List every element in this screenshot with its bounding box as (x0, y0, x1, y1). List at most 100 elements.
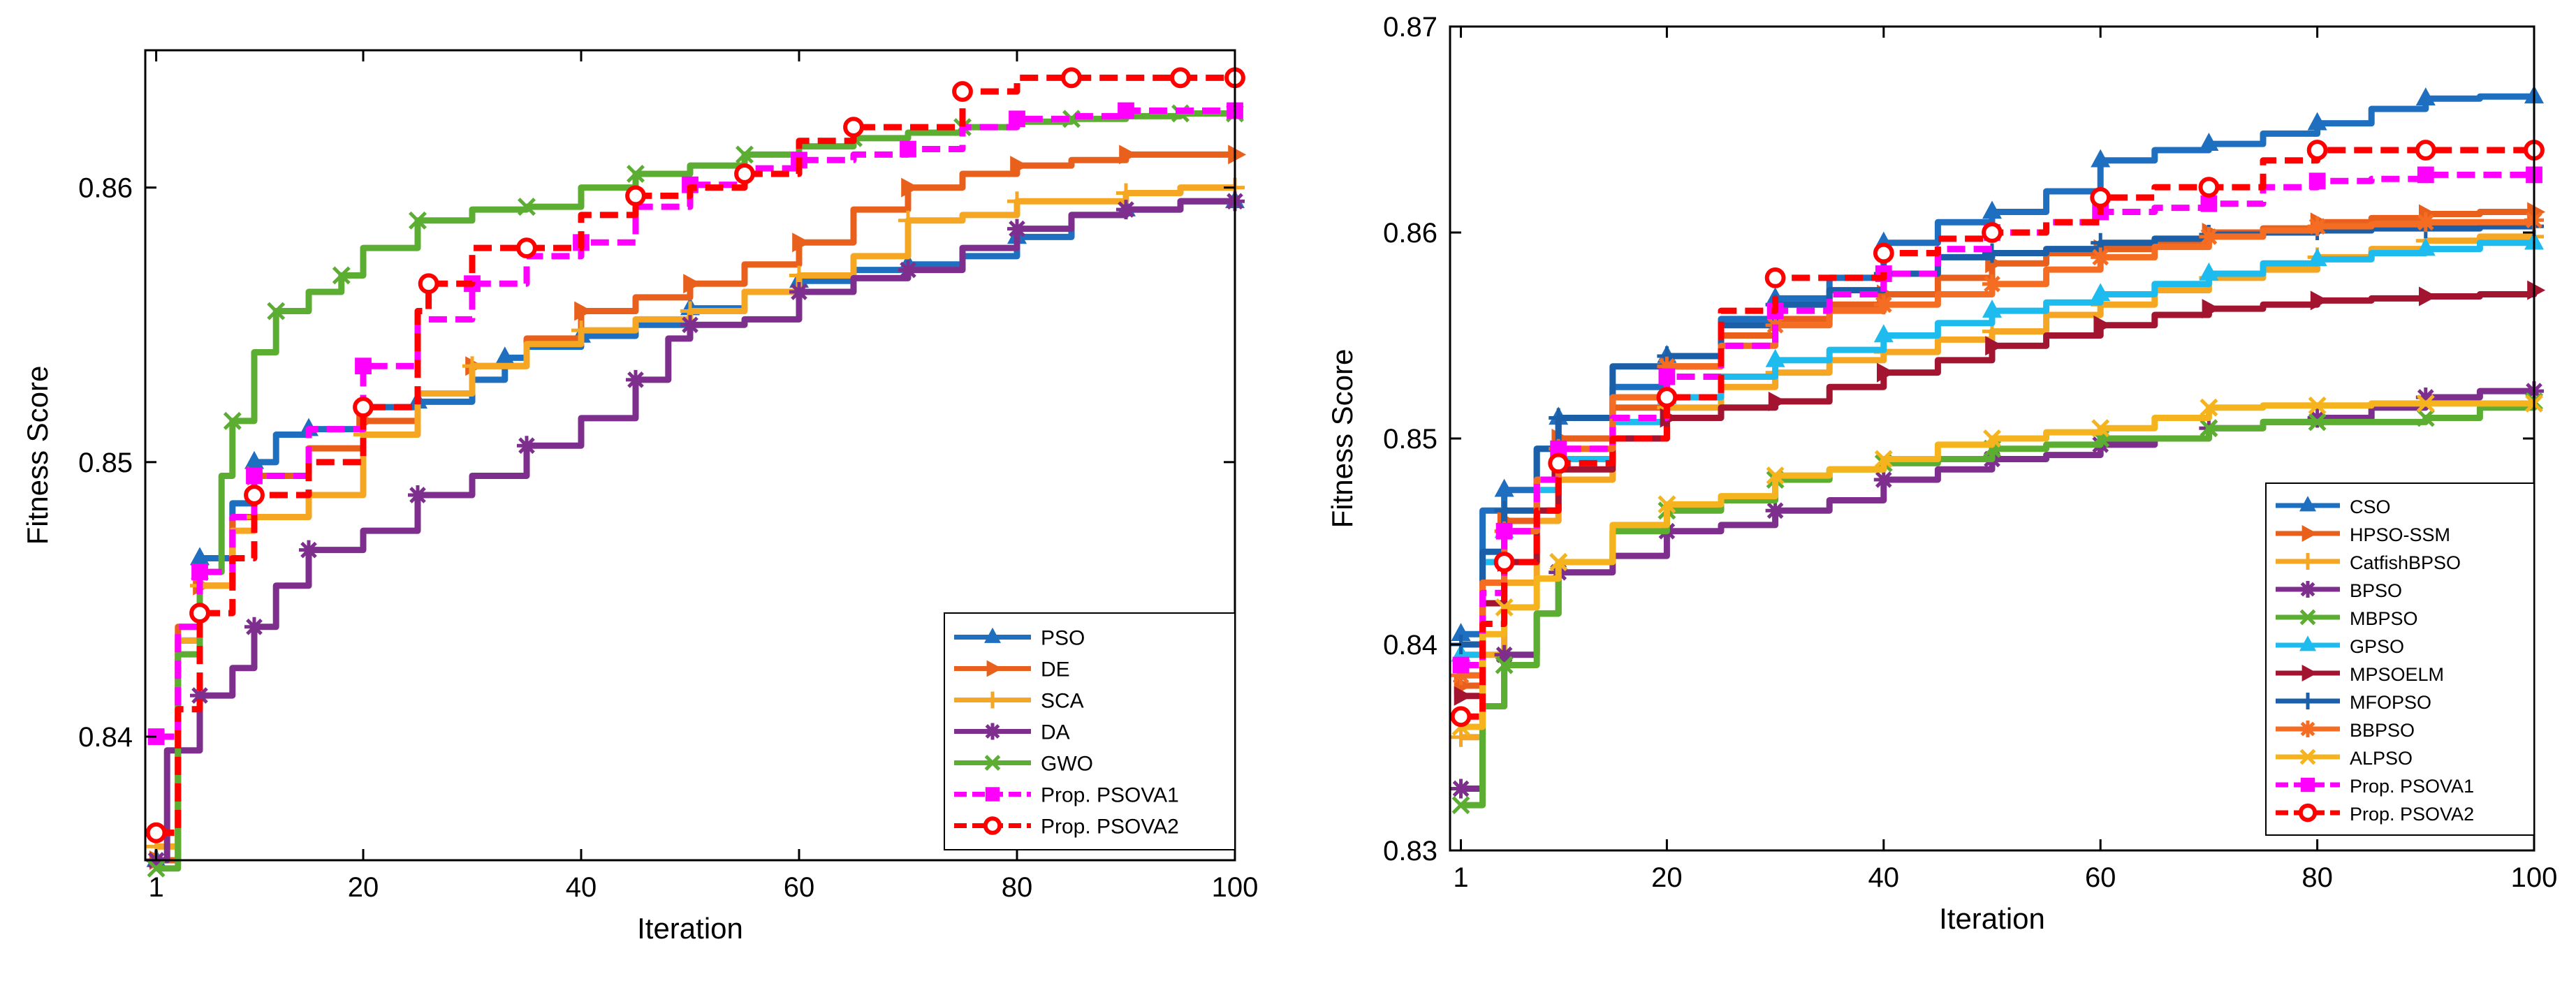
data-point (1495, 522, 1513, 540)
data-point (789, 265, 809, 286)
data-point (244, 485, 265, 506)
legend-label: DA (1041, 721, 1070, 744)
x-tick-label: 40 (566, 872, 597, 903)
data-point (2415, 237, 2436, 256)
data-point (2090, 186, 2112, 208)
data-point (2300, 777, 2315, 792)
data-point (1983, 429, 2001, 448)
y-tick-label: 0.84 (1383, 630, 1437, 661)
data-point (2415, 140, 2436, 161)
data-point (843, 117, 864, 138)
data-point (189, 603, 210, 624)
data-point (299, 540, 319, 560)
data-point (1494, 501, 1514, 521)
x-axis-label: Iteration (637, 912, 743, 945)
data-point (1450, 706, 1472, 728)
data-point (2415, 87, 2436, 106)
data-point (2091, 283, 2111, 302)
data-point (2199, 133, 2219, 151)
data-point (2308, 413, 2327, 432)
data-point (736, 145, 754, 164)
data-point (1765, 348, 1785, 367)
data-point (2199, 226, 2219, 246)
legend: PSO DE SCA DA GWO Prop. PSOVA1 Prop. PSOVA2 (944, 612, 1236, 850)
legend-label: GPSO (2350, 636, 2404, 657)
legend-label: Prop. PSOVA2 (1041, 816, 1179, 839)
legend-label: GWO (1041, 753, 1093, 776)
legend-label: MPSOELM (2350, 664, 2444, 685)
data-point (495, 346, 515, 365)
series-line (156, 74, 1235, 836)
data-point (952, 81, 973, 102)
data-point (518, 198, 536, 216)
data-point (2307, 248, 2327, 267)
data-point (1228, 145, 1247, 165)
data-point (2200, 419, 2218, 438)
data-point (1118, 102, 1134, 119)
data-point (190, 547, 210, 566)
data-point (1985, 336, 2004, 356)
x-tick-label: 60 (784, 872, 815, 903)
data-point (517, 436, 536, 456)
legend-label: MFOPSO (2350, 692, 2431, 713)
data-point (1451, 796, 1470, 815)
data-point (1549, 408, 1569, 428)
data-point (1493, 552, 1515, 573)
data-point (244, 450, 264, 469)
series-line (1461, 401, 2538, 809)
data-point (2299, 609, 2316, 626)
x-tick-label: 1 (1453, 862, 1468, 893)
data-point (683, 274, 702, 294)
data-point (1766, 466, 1785, 485)
data-point (1873, 470, 1894, 489)
data-point (2307, 112, 2327, 131)
axes-frame (144, 49, 1236, 862)
data-point (901, 177, 920, 198)
data-point (244, 617, 264, 637)
x-axis-label: Iteration (1939, 902, 2045, 935)
data-point (2416, 408, 2435, 427)
y-axis-label: Fitness Score (21, 366, 54, 545)
data-point (985, 787, 1000, 802)
data-point (789, 282, 809, 302)
data-point (900, 140, 916, 158)
series-alpso (1451, 394, 2543, 736)
data-point (1170, 67, 1191, 89)
data-point (1982, 222, 2003, 243)
data-point (1495, 598, 1514, 617)
data-point (1657, 495, 1676, 514)
data-point (2298, 803, 2318, 823)
data-point (1010, 156, 1029, 176)
data-point (1982, 200, 2002, 219)
data-point (462, 356, 482, 376)
data-point (1495, 656, 1514, 674)
data-point (1982, 274, 2002, 294)
data-point (1454, 686, 1472, 706)
data-point (1007, 191, 1027, 212)
data-point (2301, 525, 2318, 542)
data-point (625, 185, 646, 207)
data-point (2419, 286, 2437, 307)
data-point (1873, 295, 1894, 315)
data-point (2202, 299, 2220, 319)
data-point (792, 233, 811, 253)
data-point (2299, 749, 2316, 765)
data-point (2301, 665, 2318, 681)
data-point (1656, 387, 1678, 408)
legend-box (2265, 482, 2535, 836)
data-point (409, 211, 427, 230)
legend-label: MBPSO (2350, 608, 2418, 629)
data-point (2416, 394, 2435, 413)
data-point (1116, 183, 1136, 203)
series-prop-psova2 (1450, 140, 2545, 728)
series-line (1461, 290, 2538, 700)
data-point (147, 859, 166, 878)
data-point (408, 485, 427, 506)
data-point (986, 660, 1002, 677)
legend-label: CatfishBPSO (2350, 552, 2461, 573)
data-point (1658, 368, 1676, 385)
x-tick-label: 20 (348, 872, 379, 903)
data-point (2091, 419, 2110, 438)
x-tick-label: 80 (2301, 862, 2333, 893)
data-point (984, 691, 1001, 709)
